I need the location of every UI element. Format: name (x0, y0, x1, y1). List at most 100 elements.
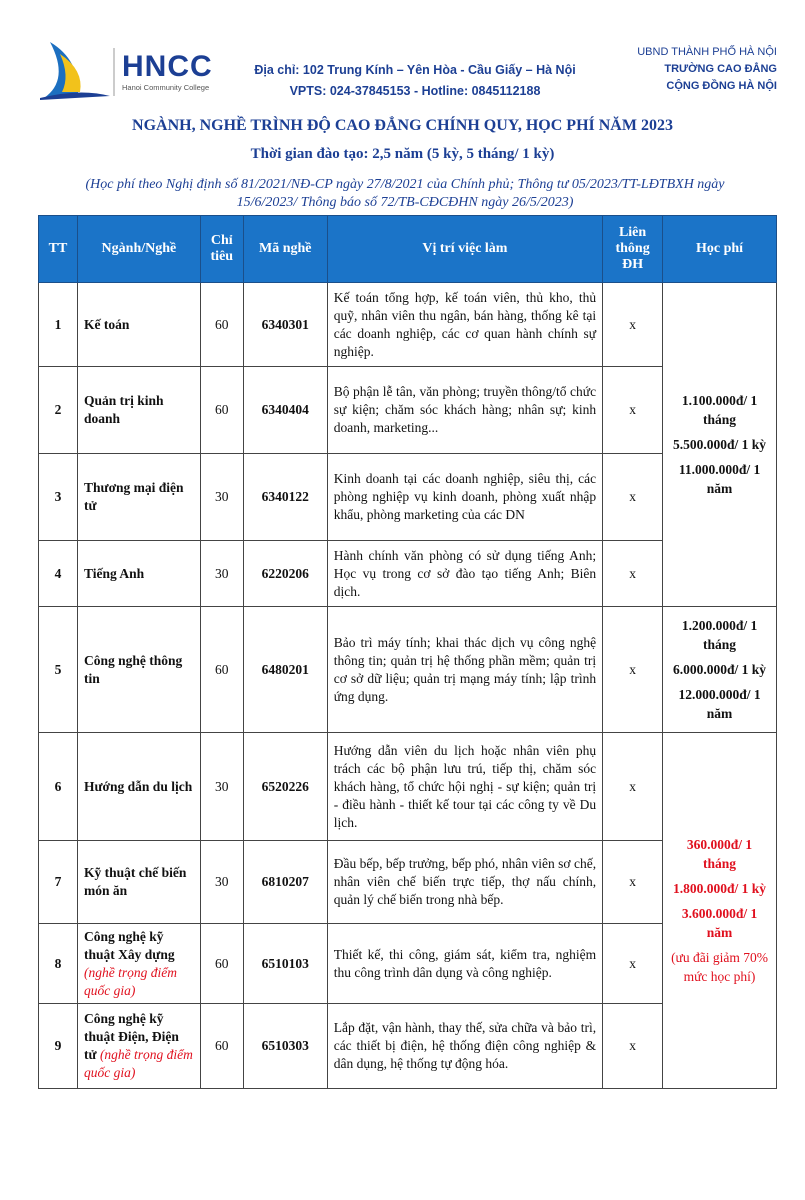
program-title: Công nghệ kỹ thuật Xây dựng (83, 928, 175, 962)
row-number: 3 (38, 453, 78, 541)
program-code: 6340301 (242, 282, 328, 367)
university-transfer: x (602, 453, 664, 541)
legal-note: (Học phí theo Nghị định số 81/2021/NĐ-CP… (85, 177, 725, 210)
program-title: Công nghệ thông tin (83, 652, 183, 686)
job-positions: Kế toán tổng hợp, kế toán viên, thủ kho,… (326, 282, 604, 367)
fee-year: 12.000.000đ/ 1 năm (678, 687, 761, 721)
job-positions: Lắp đặt, vận hành, thay thế, sửa chữa và… (326, 1003, 604, 1089)
row-number: 5 (38, 606, 78, 733)
hncc-logo-icon (40, 42, 115, 100)
quota: 60 (199, 923, 244, 1004)
program-code: 6480201 (242, 606, 328, 733)
quota: 30 (199, 732, 244, 841)
program-title: Thương mại điện tử (83, 480, 184, 513)
table-row: 7 Kỹ thuật chế biến món ăn 30 6810207 Đầu bế… (38, 840, 777, 924)
program-title: Công nghệ kỹ thuật Điện, Điện tử (83, 1011, 179, 1062)
table-row: 1 Kế toán 60 6340301 Kế toán tổng hợp, kế to… (38, 282, 777, 607)
tuition-fee: 360.000đ/ 1 tháng 1.800.000đ/ 1 kỳ 3.600.0… (662, 732, 777, 1089)
program-code: 6340404 (242, 366, 328, 454)
program-code: 6340122 (242, 453, 328, 541)
fee-month: 1.100.000đ/ 1 tháng (681, 393, 758, 427)
org-line-2: TRƯỜNG CAO ĐẲNG (664, 63, 777, 75)
row-number: 4 (38, 540, 78, 607)
table-row: 4 Tiếng Anh 30 6220206 Hành chính văn phòng … (38, 540, 777, 607)
fee-term: 1.800.000đ/ 1 kỳ (673, 881, 767, 896)
program-name: Công nghệ kỹ thuật Điện, Điện tử (nghề t… (76, 1003, 201, 1089)
address: Địa chỉ: 102 Trung Kính – Yên Hòa - Cầu … (254, 63, 576, 77)
quota: 30 (199, 540, 244, 607)
table-row: 2 Quản trị kinh doanh 60 6340404 Bộ phận lễ … (38, 366, 777, 454)
fee-month: 1.200.000đ/ 1 tháng (681, 618, 758, 652)
university-transfer: x (602, 840, 664, 924)
program-title: Quản trị kinh doanh (83, 393, 164, 426)
program-code: 6810207 (242, 840, 328, 924)
program-name: Thương mại điện tử (76, 453, 201, 541)
org-line-3: CỘNG ĐỒNG HÀ NỘI (666, 80, 777, 92)
header-fee: Học phí (662, 215, 777, 283)
table-row: 9 Công nghệ kỹ thuật Điện, Điện tử (nghề … (38, 1003, 777, 1089)
program-name: Kỹ thuật chế biến món ăn (76, 840, 201, 924)
university-transfer: x (602, 366, 664, 454)
job-positions: Bảo trì máy tính; khai thác dịch vụ công… (326, 606, 604, 733)
job-positions: Kinh doanh tại các doanh nghiệp, siêu th… (326, 453, 604, 541)
job-positions: Thiết kế, thi công, giám sát, kiểm tra, … (326, 923, 604, 1004)
row-number: 8 (38, 923, 78, 1004)
job-positions: Hành chính văn phòng có sử dụng tiếng An… (326, 540, 604, 607)
table-row: 6 Hướng dẫn du lịch 30 6520226 Hướng dẫn viê… (38, 732, 777, 1089)
header-jobs: Vị trí việc làm (326, 215, 604, 283)
header-quota: Chỉ tiêu (199, 215, 244, 283)
university-transfer: x (602, 1003, 664, 1089)
row-number: 2 (38, 366, 78, 454)
table-row: 3 Thương mại điện tử 30 6340122 Kinh doanh t… (38, 453, 777, 541)
program-name: Quản trị kinh doanh (76, 366, 201, 454)
org-line-1: UBND THÀNH PHỐ HÀ NỘI (637, 46, 777, 58)
university-transfer: x (602, 606, 664, 733)
logo-subtitle: Hanoi Community College (122, 83, 210, 92)
quota: 30 (199, 453, 244, 541)
program-name: Công nghệ kỹ thuật Xây dựng (nghề trọng … (76, 923, 201, 1004)
program-name: Tiếng Anh (76, 540, 201, 607)
job-positions: Bộ phận lễ tân, văn phòng; truyền thông/… (326, 366, 604, 454)
fee-term: 6.000.000đ/ 1 kỳ (673, 662, 767, 677)
program-code: 6220206 (242, 540, 328, 607)
program-name: Kế toán (76, 282, 201, 367)
program-title: Tiếng Anh (83, 565, 145, 581)
organization: UBND THÀNH PHỐ HÀ NỘI TRƯỜNG CAO ĐẲNG CỘ… (637, 44, 777, 95)
university-transfer: x (602, 732, 664, 841)
program-name: Hướng dẫn du lịch (76, 732, 201, 841)
fee-year: 11.000.000đ/ 1 năm (678, 462, 761, 496)
header-tt: TT (38, 215, 78, 283)
row-number: 6 (38, 732, 78, 841)
page-title: NGÀNH, NGHỀ TRÌNH ĐỘ CAO ĐẲNG CHÍNH QUY,… (132, 117, 673, 134)
contact-info: Địa chỉ: 102 Trung Kính – Yên Hòa - Cầu … (230, 60, 600, 102)
table-row: 5 Công nghệ thông tin 60 6480201 Bảo trì máy… (38, 606, 777, 733)
job-positions: Hướng dẫn viên du lịch hoặc nhân viên ph… (326, 732, 604, 841)
page-subtitle: Thời gian đào tạo: 2,5 năm (5 kỳ, 5 thán… (250, 146, 555, 162)
quota: 60 (199, 606, 244, 733)
programs-table: TT Ngành/Nghề Chỉ tiêu Mã nghề Vị trí vi… (38, 215, 777, 1089)
university-transfer: x (602, 282, 664, 367)
quota: 60 (199, 1003, 244, 1089)
table-row: 8 Công nghệ kỹ thuật Xây dựng (nghề trọng… (38, 923, 777, 1004)
header-transfer: Liên thông ĐH (602, 215, 664, 283)
table-header-row: TT Ngành/Nghề Chỉ tiêu Mã nghề Vị trí vi… (38, 215, 777, 283)
program-code: 6510103 (242, 923, 328, 1004)
job-positions: Đầu bếp, bếp trưởng, bếp phó, nhân viên … (326, 840, 604, 924)
header-program: Ngành/Nghề (76, 215, 201, 283)
row-number: 9 (38, 1003, 78, 1089)
row-number: 1 (38, 282, 78, 367)
header-code: Mã nghề (242, 215, 328, 283)
program-note: (nghề trọng điểm quốc gia) (83, 964, 177, 998)
program-name: Công nghệ thông tin (76, 606, 201, 733)
program-note: (nghề trọng điểm quốc gia) (83, 1047, 193, 1080)
tuition-fee: 1.200.000đ/ 1 tháng 6.000.000đ/ 1 kỳ 12.00… (662, 606, 777, 733)
quota: 60 (199, 282, 244, 367)
fee-year: 3.600.000đ/ 1 năm (681, 906, 758, 940)
phone: VPTS: 024-37845153 - Hotline: 0845112188 (289, 84, 541, 98)
program-title: Hướng dẫn du lịch (83, 778, 193, 794)
quota: 60 (199, 366, 244, 454)
university-transfer: x (602, 540, 664, 607)
quota: 30 (199, 840, 244, 924)
fee-note: (ưu đãi giảm 70% mức học phí) (671, 950, 768, 984)
row-number: 7 (38, 840, 78, 924)
